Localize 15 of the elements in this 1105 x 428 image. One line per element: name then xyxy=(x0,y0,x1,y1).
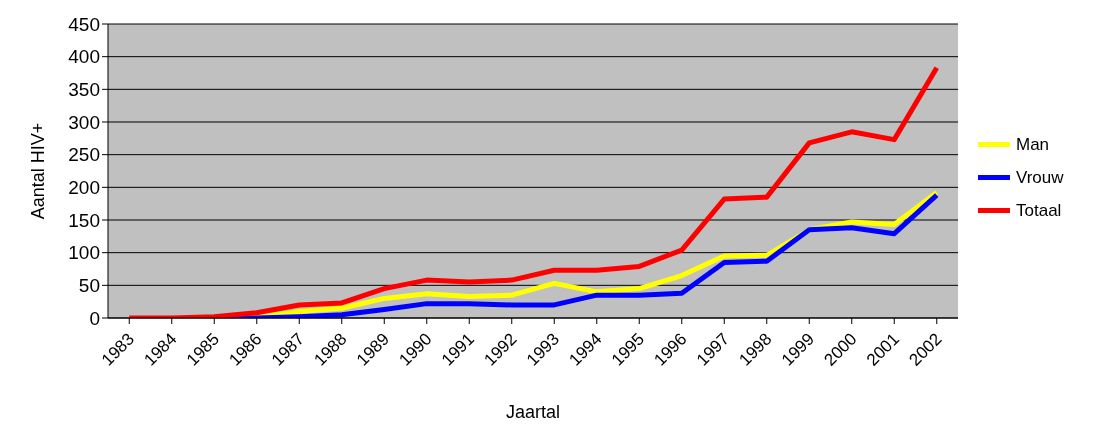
legend-label: Vrouw xyxy=(1016,167,1064,188)
y-tick-label: 450 xyxy=(68,13,100,35)
legend-label: Man xyxy=(1016,134,1050,155)
y-tick-label: 0 xyxy=(89,307,100,329)
legend-label: Totaal xyxy=(1016,200,1062,221)
y-tick-label: 200 xyxy=(68,177,100,199)
y-tick-label: 50 xyxy=(78,275,100,297)
y-tick-label: 350 xyxy=(68,79,100,101)
y-tick-label: 150 xyxy=(68,209,100,231)
y-axis-title: Aantal HIV+ xyxy=(28,122,49,220)
x-axis-title: Jaartal xyxy=(505,402,561,422)
y-tick-label: 300 xyxy=(68,111,100,133)
y-tick-label: 250 xyxy=(68,144,100,166)
y-tick-label: 400 xyxy=(68,46,100,68)
y-tick-label: 100 xyxy=(68,242,100,264)
